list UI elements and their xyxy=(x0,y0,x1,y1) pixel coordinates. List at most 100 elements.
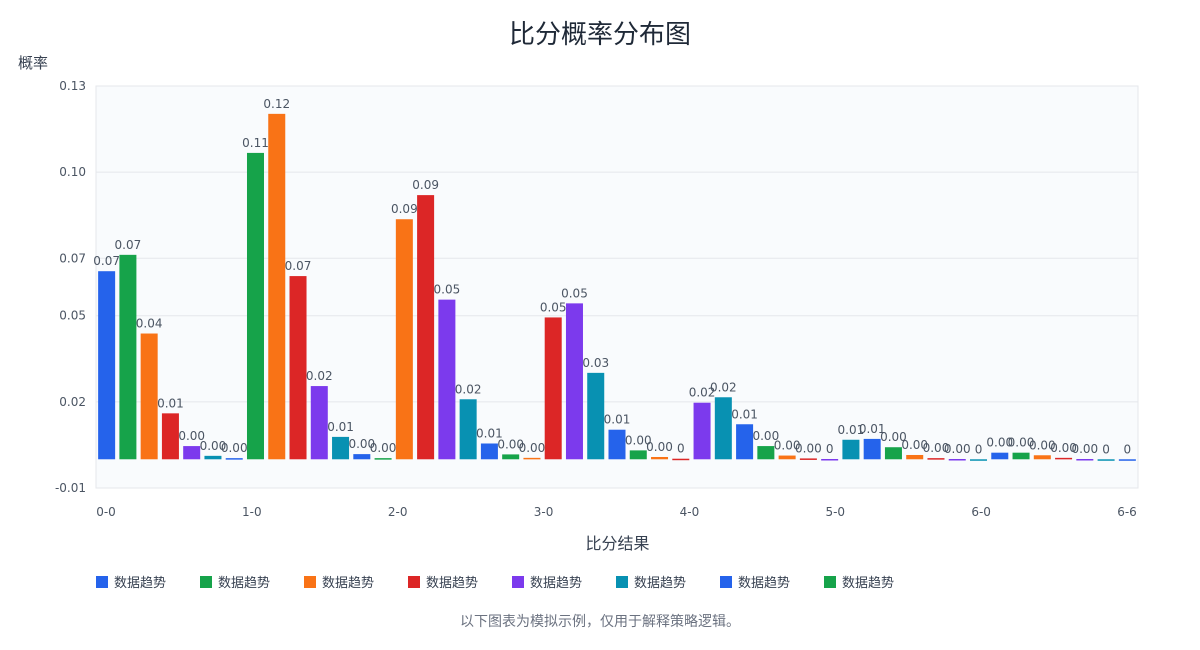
x-tick-label: 5-0 xyxy=(825,505,845,519)
bar-value-label: 0.09 xyxy=(391,202,418,216)
bar-value-label: 0.00 xyxy=(497,437,524,451)
bar xyxy=(310,386,328,460)
bar xyxy=(1097,459,1115,461)
legend-item[interactable]: 数据趋势 xyxy=(304,572,408,591)
bar-value-label: 0.00 xyxy=(625,433,652,447)
bar xyxy=(1055,457,1073,460)
bar xyxy=(863,438,881,460)
y-axis-ticks: 0.13 0.10 0.07 0.05 0.02 -0.01 xyxy=(55,79,86,495)
bar-labels: 0.070.070.040.010.000.000.000.110.120.07… xyxy=(93,97,1131,456)
legend-item[interactable]: 数据趋势 xyxy=(720,572,824,591)
x-tick-label: 6-0 xyxy=(971,505,991,519)
bar xyxy=(183,446,201,460)
y-tick-label: -0.01 xyxy=(55,481,86,495)
bar-value-label: 0.02 xyxy=(455,382,482,396)
bar-value-label: 0.07 xyxy=(93,254,120,268)
bar xyxy=(608,429,626,460)
bar-value-label: 0 xyxy=(1102,442,1110,456)
bar xyxy=(395,219,413,460)
bar xyxy=(1012,452,1030,460)
legend-item[interactable]: 数据趋势 xyxy=(96,572,200,591)
legend-item[interactable]: 数据趋势 xyxy=(200,572,304,591)
legend-item[interactable]: 数据趋势 xyxy=(408,572,512,591)
bar xyxy=(1118,459,1136,461)
legend-swatch xyxy=(824,575,836,588)
bar xyxy=(438,299,456,460)
bar xyxy=(799,458,817,460)
bar-value-label: 0.07 xyxy=(285,259,312,273)
legend-swatch xyxy=(408,575,420,588)
legend-label: 数据趋势 xyxy=(322,576,375,591)
bar-value-label: 0.00 xyxy=(795,441,822,455)
bar xyxy=(778,455,796,460)
bar xyxy=(353,454,371,460)
bar xyxy=(140,333,158,460)
bar xyxy=(884,447,902,460)
bar xyxy=(161,413,179,460)
legend-swatch xyxy=(96,575,108,588)
bar-value-label: 0.02 xyxy=(689,386,716,400)
bar-value-label: 0.05 xyxy=(434,283,461,297)
footnote: 以下图表为模拟示例，仅用于解释策略逻辑。 xyxy=(460,614,740,630)
bar-value-label: 0.09 xyxy=(412,178,439,192)
bar-value-label: 0.01 xyxy=(859,422,886,436)
bar-value-label: 0.04 xyxy=(136,317,163,331)
bar xyxy=(672,458,690,461)
y-tick-label: 0.05 xyxy=(59,309,86,323)
bar xyxy=(970,459,988,461)
chart-title: 比分概率分布图 xyxy=(508,20,691,50)
legend-item[interactable]: 数据趋势 xyxy=(616,572,720,591)
bar xyxy=(246,152,264,460)
bar xyxy=(480,443,498,460)
x-tick-label: 1-0 xyxy=(242,505,262,519)
bar xyxy=(565,303,583,460)
x-tick-label: 4-0 xyxy=(680,505,700,519)
bar-chart: 0.13 0.10 0.07 0.05 0.02 -0.01 0-0 1-0 2-0 3-0 4-… xyxy=(55,79,1139,519)
bar-value-label: 0.00 xyxy=(774,439,801,453)
legend-label: 数据趋势 xyxy=(218,576,271,591)
bar-value-label: 0.00 xyxy=(1050,441,1077,455)
bar-value-label: 0 xyxy=(826,442,834,456)
bar-value-label: 0 xyxy=(677,442,685,456)
legend-label: 数据趋势 xyxy=(426,576,479,591)
bar-value-label: 0.00 xyxy=(221,441,248,455)
bar xyxy=(927,458,945,460)
bar xyxy=(332,436,350,460)
bar-value-label: 0.02 xyxy=(710,380,737,394)
bar xyxy=(459,399,477,460)
bar xyxy=(1033,455,1051,460)
bar xyxy=(119,254,137,460)
bar xyxy=(204,455,222,460)
bar xyxy=(651,456,669,460)
bar xyxy=(714,397,732,460)
legend-swatch xyxy=(304,575,316,588)
bar-value-label: 0 xyxy=(975,442,983,456)
x-tick-label: 0-0 xyxy=(96,505,116,519)
legend-swatch xyxy=(200,575,212,588)
bar-value-label: 0.00 xyxy=(1071,442,1098,456)
x-axis-title: 比分结果 xyxy=(585,534,650,553)
bar-value-label: 0.05 xyxy=(540,300,567,314)
bar-value-label: 0.00 xyxy=(178,429,205,443)
bar xyxy=(821,458,839,461)
bar xyxy=(948,458,966,461)
bar-value-label: 0.07 xyxy=(115,238,142,252)
bar-value-label: 0.03 xyxy=(582,356,609,370)
legend-item[interactable]: 数据趋势 xyxy=(512,572,616,591)
x-tick-label: 6-6 xyxy=(1117,505,1137,519)
y-tick-label: 0.13 xyxy=(59,79,86,93)
bar-value-label: 0.00 xyxy=(752,429,779,443)
bar-value-label: 0.01 xyxy=(731,407,758,421)
bar-value-label: 0 xyxy=(1124,442,1132,456)
y-axis-title: 概率 xyxy=(18,54,49,72)
bar-value-label: 0.05 xyxy=(561,286,588,300)
bar-value-label: 0.00 xyxy=(370,441,397,455)
bar xyxy=(544,317,562,460)
legend-swatch xyxy=(616,575,628,588)
bar-value-label: 0.00 xyxy=(1008,436,1035,450)
bar-value-label: 0.01 xyxy=(327,420,354,434)
legend-swatch xyxy=(720,575,732,588)
bar-value-label: 0.00 xyxy=(1029,438,1056,452)
legend-item[interactable]: 数据趋势 xyxy=(824,572,928,591)
bar xyxy=(736,424,754,460)
